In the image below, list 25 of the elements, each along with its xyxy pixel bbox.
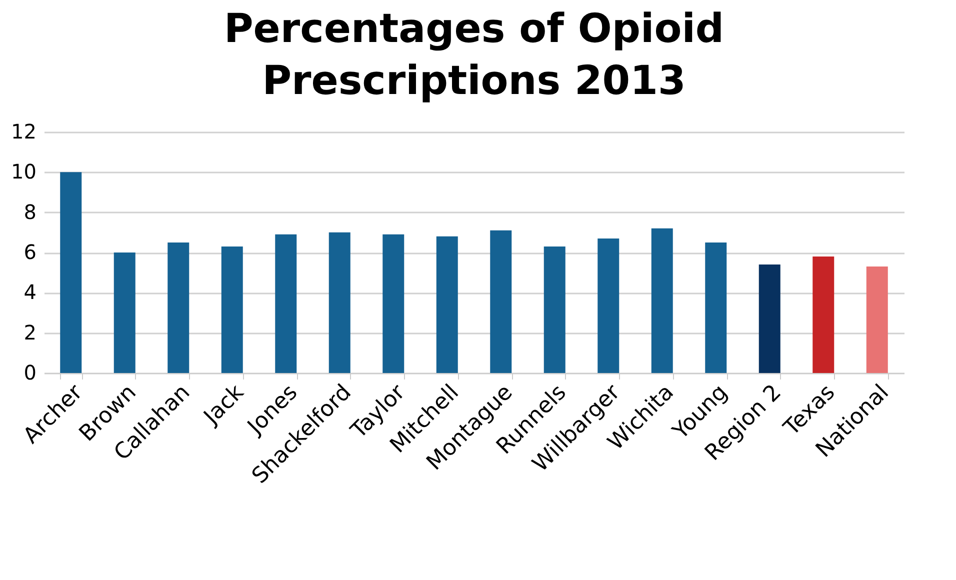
bar — [812, 256, 834, 373]
bar — [275, 234, 297, 373]
bar — [705, 242, 727, 373]
y-tick-label: 12 — [11, 120, 36, 144]
bar — [60, 172, 82, 373]
bar — [221, 246, 243, 373]
y-tick-label: 2 — [24, 320, 36, 344]
bar — [598, 238, 620, 373]
y-tick-label: 4 — [24, 280, 36, 304]
text: Percentages of Opioid — [224, 6, 724, 52]
y-tick-label: 6 — [24, 240, 36, 264]
bar — [490, 230, 512, 373]
y-tick-label: 10 — [11, 160, 36, 184]
bar — [114, 252, 136, 373]
bar — [382, 234, 404, 373]
y-tick-label: 8 — [24, 200, 36, 224]
bar — [544, 246, 566, 373]
bar — [866, 266, 888, 373]
y-tick-label: 0 — [24, 360, 36, 384]
bar — [651, 228, 673, 373]
text: Prescriptions 2013 — [262, 58, 686, 104]
bar — [328, 232, 350, 373]
bar — [436, 236, 458, 373]
bar — [758, 264, 780, 373]
bar — [168, 242, 190, 373]
